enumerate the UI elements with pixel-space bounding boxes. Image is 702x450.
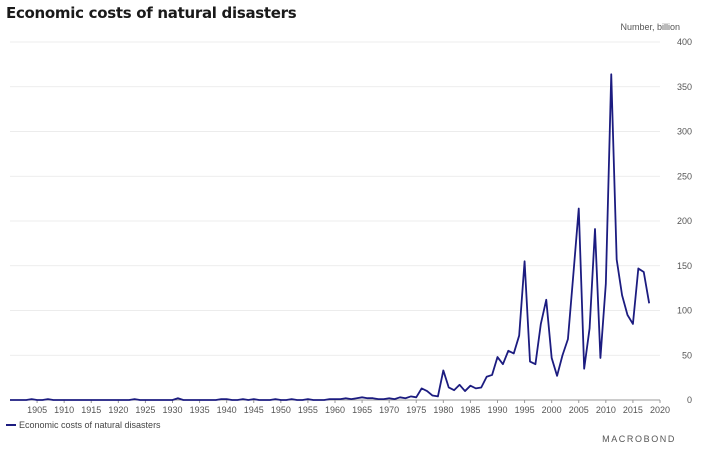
x-tick-label: 1960 (325, 405, 345, 415)
x-tick-label: 1985 (460, 405, 480, 415)
x-tick-label: 1955 (298, 405, 318, 415)
x-tick-label: 2005 (569, 405, 589, 415)
x-tick-label: 1925 (135, 405, 155, 415)
y-tick-label: 150 (677, 261, 692, 271)
y-tick-label: 0 (687, 395, 692, 405)
x-tick-label: 1975 (406, 405, 426, 415)
x-tick-label: 1990 (487, 405, 507, 415)
x-tick-label: 1905 (27, 405, 47, 415)
y-tick-label: 100 (677, 306, 692, 316)
x-tick-label: 1950 (271, 405, 291, 415)
x-tick-label: 2020 (650, 405, 670, 415)
x-tick-label: 1940 (217, 405, 237, 415)
legend: Economic costs of natural disasters (6, 420, 161, 430)
series-line-economic-costs (10, 73, 651, 401)
y-tick-label: 300 (677, 127, 692, 137)
x-tick-label: 2000 (542, 405, 562, 415)
x-tick-label: 2015 (623, 405, 643, 415)
x-tick-label: 1970 (379, 405, 399, 415)
gridlines (10, 41, 660, 401)
y-tick-label: 400 (677, 37, 692, 47)
x-tick-label: 1930 (162, 405, 182, 415)
brand-logo-text: MACROBOND (602, 434, 676, 444)
x-tick-label: 1935 (190, 405, 210, 415)
y-tick-label: 50 (682, 350, 692, 360)
x-tick-label: 1910 (54, 405, 74, 415)
y-tick-label: 250 (677, 171, 692, 181)
y-tick-label: 200 (677, 216, 692, 226)
x-tick-label: 1980 (433, 405, 453, 415)
y-axis-unit-label: Number, billion (620, 22, 680, 32)
x-tick-label: 1915 (81, 405, 101, 415)
legend-line-swatch (6, 424, 16, 426)
y-axis-ticks: 0 50 100 150 200 250 300 350 400 (677, 37, 692, 405)
x-tick-label: 1965 (352, 405, 372, 415)
x-tick-label: 1995 (515, 405, 535, 415)
y-tick-label: 350 (677, 82, 692, 92)
x-tick-label: 2010 (596, 405, 616, 415)
chart-title: Economic costs of natural disasters (6, 4, 297, 22)
x-tick-label: 1920 (108, 405, 128, 415)
legend-label: Economic costs of natural disasters (19, 420, 161, 430)
x-axis-ticks: 1905 1910 1915 1920 1925 1930 1935 1940 1945 1950… (27, 400, 670, 415)
x-tick-label: 1945 (244, 405, 264, 415)
